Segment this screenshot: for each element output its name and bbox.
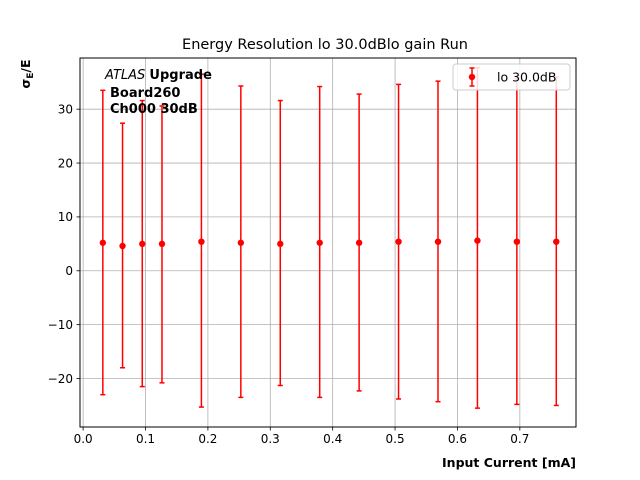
annotation-line-1: ATLAS Upgrade — [104, 68, 212, 83]
plot-frame — [79, 57, 577, 428]
annotation-upgrade: Upgrade — [149, 68, 212, 83]
data-point — [355, 239, 363, 246]
data-point — [395, 238, 402, 245]
annotation-channel: Ch000 30dB — [110, 102, 198, 117]
data-point — [158, 240, 166, 248]
y-tick-label: −10 — [48, 318, 73, 332]
y-tick-label: 0 — [65, 264, 73, 278]
x-tick-label: 0.4 — [323, 432, 342, 446]
x-tick-label: 0.6 — [448, 432, 467, 446]
data-point — [119, 242, 126, 250]
x-tick-label: 0.2 — [198, 432, 217, 446]
annotation-board: Board260 — [110, 86, 180, 101]
data-point — [198, 238, 205, 245]
data-points — [99, 237, 560, 250]
data-point — [434, 238, 442, 245]
y-tick-label: −20 — [48, 372, 73, 386]
y-tick-label: 30 — [58, 102, 73, 116]
data-point — [139, 240, 146, 248]
atlas-annotation: ATLAS Upgrade Board260 Ch000 30dB — [104, 68, 212, 117]
data-point — [316, 239, 323, 246]
chart-title: Energy Resolution lo 30.0dBlo gain Run — [182, 37, 468, 53]
legend-series-label: lo 30.0dB — [497, 70, 556, 85]
legend: lo 30.0dB — [452, 63, 571, 91]
x-tick-label: 0.0 — [74, 432, 93, 446]
data-point — [99, 239, 107, 246]
legend-box — [452, 63, 571, 91]
x-tick-label: 0.7 — [510, 432, 529, 446]
data-point — [277, 240, 284, 248]
y-tick-label: 10 — [58, 210, 73, 224]
annotation-atlas: ATLAS — [104, 68, 145, 83]
data-point — [474, 237, 481, 244]
y-axis-label-tail: /E — [18, 59, 33, 72]
x-tick-label: 0.1 — [136, 432, 155, 446]
data-point — [553, 238, 560, 245]
x-tick-label: 0.3 — [261, 432, 280, 446]
x-tick-label: 0.5 — [386, 432, 405, 446]
x-axis-ticks: 0.0 0.1 0.2 0.3 0.4 0.5 0.6 0.7 — [74, 427, 529, 446]
y-tick-label: 20 — [58, 156, 73, 170]
y-axis-label: σE/E — [18, 59, 36, 88]
y-axis-ticks: −20 −10 0 10 20 30 — [48, 102, 80, 386]
data-point — [237, 239, 245, 246]
y-axis-label-subscript: E — [26, 73, 36, 79]
x-axis-label: Input Current [mA] — [442, 455, 576, 470]
y-axis-label-sigma: σ — [18, 79, 33, 89]
data-point — [513, 238, 521, 245]
legend-marker-icon — [468, 73, 476, 81]
